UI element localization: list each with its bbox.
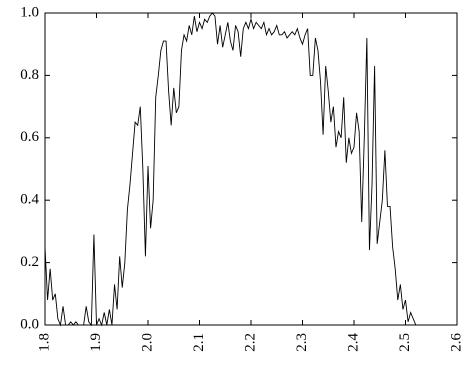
y-tick-label: 0.4	[20, 192, 39, 208]
x-tick-label: 2.4	[345, 333, 361, 352]
x-tick-label: 2.1	[191, 333, 207, 352]
plot-frame	[44, 12, 458, 326]
y-tick-label: 0.8	[20, 67, 39, 83]
x-tick-label: 2.3	[294, 333, 310, 352]
y-tick-label: 0.0	[20, 316, 39, 332]
x-tick-label: 1.9	[88, 333, 104, 352]
x-tick-label: 2.2	[242, 333, 258, 352]
y-tick-label: 1.0	[20, 4, 39, 20]
y-tick-label: 0.2	[20, 254, 39, 270]
x-tick-label: 2.6	[448, 333, 463, 352]
y-tick-label: 0.6	[20, 129, 39, 145]
data-line	[44, 12, 419, 327]
x-tick-label: 2.5	[397, 333, 413, 352]
x-tick-label: 1.8	[36, 333, 52, 352]
x-tick-label: 2.0	[139, 333, 155, 352]
